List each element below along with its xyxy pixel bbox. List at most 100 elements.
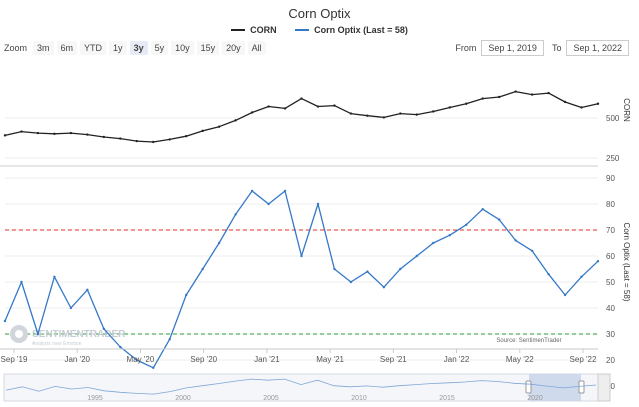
x-tick-label: May '21 bbox=[316, 355, 344, 364]
corn-point bbox=[514, 90, 517, 93]
x-tick-label: Sep '19 bbox=[1, 355, 28, 364]
optix-point bbox=[349, 280, 353, 284]
zoom-button-3m[interactable]: 3m bbox=[33, 41, 54, 55]
corn-point bbox=[465, 102, 468, 105]
corn-point bbox=[481, 97, 484, 100]
corn-point bbox=[300, 97, 303, 100]
optix-y-tick: 10 bbox=[606, 382, 615, 391]
x-tick-label: Sep '21 bbox=[380, 355, 407, 364]
corn-point bbox=[217, 125, 221, 128]
legend-item-corn[interactable]: CORN bbox=[231, 25, 277, 35]
watermark-logo-inner-icon bbox=[15, 330, 23, 338]
watermark-tagline: Analysis over Emotion bbox=[32, 341, 82, 347]
optix-y-tick: 60 bbox=[606, 252, 615, 261]
from-date-input[interactable]: Sep 1, 2019 bbox=[481, 40, 544, 56]
optix-point bbox=[217, 241, 221, 245]
navigator-tick-label: 1995 bbox=[87, 395, 103, 402]
corn-point bbox=[497, 95, 501, 99]
navigator-series bbox=[5, 378, 597, 395]
optix-point bbox=[86, 288, 89, 291]
legend-item-optix[interactable]: Corn Optix (Last = 58) bbox=[295, 25, 408, 35]
optix-point bbox=[432, 241, 435, 245]
navigator[interactable]: 1995 2000 2005 2010 2015 2020 bbox=[3, 373, 611, 402]
watermark: SENTIMENTRADER Analysis over Emotion bbox=[10, 325, 126, 347]
optix-point bbox=[333, 267, 336, 271]
legend-label-optix: Corn Optix (Last = 58) bbox=[314, 25, 408, 35]
y-axes: CORN Corn Optix (Last = 58) 250 500 10 20 30… bbox=[606, 98, 631, 391]
optix-point bbox=[563, 293, 567, 297]
optix-point bbox=[3, 319, 7, 323]
legend-label-corn: CORN bbox=[250, 25, 277, 35]
legend: CORN Corn Optix (Last = 58) bbox=[0, 23, 639, 35]
optix-y-tick: 30 bbox=[606, 330, 615, 339]
optix-point bbox=[135, 358, 138, 362]
zoom-button-5y[interactable]: 5y bbox=[150, 41, 169, 55]
corn-y-tick: 500 bbox=[606, 114, 620, 123]
optix-point bbox=[69, 306, 73, 310]
optix-point bbox=[53, 275, 56, 278]
optix-point bbox=[102, 327, 106, 330]
optix-y-tick: 90 bbox=[606, 174, 615, 183]
navigator-selection[interactable] bbox=[529, 374, 581, 401]
corn-y-tick: 250 bbox=[606, 154, 620, 163]
corn-point bbox=[184, 134, 188, 138]
optix-y-tick: 50 bbox=[606, 278, 615, 287]
from-label: From bbox=[455, 43, 477, 53]
zoom-button-15y[interactable]: 15y bbox=[196, 41, 220, 55]
corn-point bbox=[415, 113, 419, 116]
optix-point bbox=[580, 275, 583, 278]
optix-y-tick: 80 bbox=[606, 200, 615, 209]
optix-point bbox=[596, 260, 600, 263]
corn-point bbox=[69, 131, 73, 135]
optix-point bbox=[250, 189, 254, 193]
optix-point bbox=[20, 280, 23, 284]
corn-point bbox=[36, 131, 40, 135]
corn-point bbox=[366, 114, 369, 117]
optix-point bbox=[547, 273, 550, 276]
optix-point bbox=[514, 239, 517, 242]
zoom-button-all[interactable]: All bbox=[247, 41, 266, 55]
corn-point bbox=[432, 110, 435, 113]
zoom-button-3y[interactable]: 3y bbox=[129, 41, 148, 55]
navigator-tick-label: 2000 bbox=[175, 395, 191, 402]
zoom-button-10y[interactable]: 10y bbox=[171, 41, 194, 55]
x-axis: Sep '19 Jan '20 May '20 Sep '20 Jan '21 May '… bbox=[0, 348, 598, 364]
corn-point bbox=[3, 134, 7, 137]
navigator-scrollbar[interactable] bbox=[597, 373, 611, 402]
optix-point bbox=[201, 267, 204, 271]
optix-y-tick: 70 bbox=[606, 226, 615, 235]
navigator-handle-left[interactable] bbox=[525, 380, 532, 394]
navigator-tick-label: 2005 bbox=[263, 395, 279, 402]
optix-point bbox=[283, 189, 287, 193]
corn-axis-label: CORN bbox=[622, 98, 631, 122]
zoom-button-6m[interactable]: 6m bbox=[56, 41, 78, 55]
optix-point bbox=[366, 270, 369, 273]
to-date-input[interactable]: Sep 1, 2022 bbox=[566, 40, 629, 56]
zoom-button-ytd[interactable]: YTD bbox=[80, 41, 107, 55]
optix-point bbox=[382, 286, 386, 289]
corn-point bbox=[316, 105, 320, 108]
x-tick-label: Jan '20 bbox=[64, 355, 90, 364]
corn-point bbox=[399, 112, 402, 115]
zoom-button-20y[interactable]: 20y bbox=[222, 41, 245, 55]
optix-point bbox=[184, 293, 188, 297]
x-tick-label: May '22 bbox=[506, 355, 534, 364]
optix-point bbox=[152, 366, 155, 369]
optix-point bbox=[36, 332, 40, 336]
reference-lines bbox=[5, 229, 598, 335]
corn-point bbox=[234, 119, 237, 122]
legend-swatch-corn bbox=[231, 29, 246, 31]
zoom-button-1y[interactable]: 1y bbox=[109, 41, 127, 55]
x-tick-label: May '20 bbox=[127, 355, 155, 364]
corn-point bbox=[119, 137, 122, 140]
corn-point bbox=[86, 133, 89, 136]
corn-point bbox=[201, 129, 204, 133]
optix-point bbox=[234, 213, 237, 216]
chart-title: Corn Optix bbox=[288, 6, 351, 21]
navigator-handle-right[interactable] bbox=[578, 380, 585, 394]
navigator-tick-label: 2015 bbox=[439, 395, 455, 402]
corn-point bbox=[580, 106, 583, 109]
corn-point bbox=[596, 102, 600, 105]
navigator-tick-label: 2010 bbox=[351, 395, 367, 402]
